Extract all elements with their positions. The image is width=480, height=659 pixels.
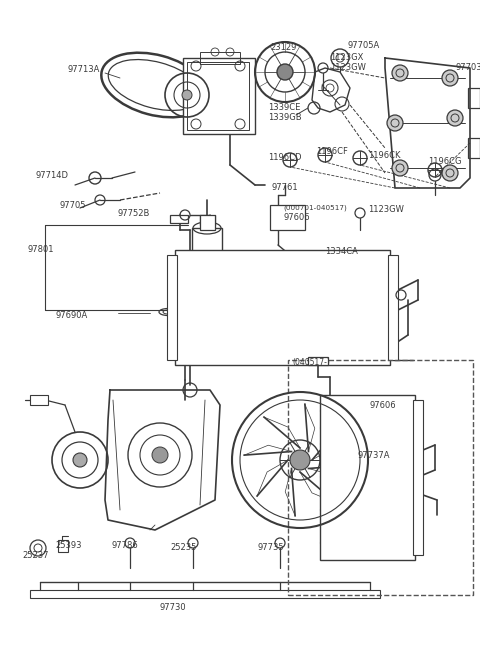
Text: 1196CF: 1196CF [316,148,348,156]
Text: 97735: 97735 [258,544,285,552]
Bar [187,62,249,130]
Text: 1123GW: 1123GW [368,206,404,214]
Circle shape [442,165,458,181]
Text: 1339CE: 1339CE [268,103,300,113]
Text: 1196CG: 1196CG [428,158,461,167]
Text: 97606: 97606 [283,214,310,223]
Text: 1123GW: 1123GW [330,63,366,71]
Circle shape [290,450,310,470]
Text: 97761: 97761 [272,183,299,192]
Text: 1123GX: 1123GX [330,53,363,61]
Bar [200,52,240,64]
Circle shape [152,447,168,463]
Bar [288,360,473,595]
Text: 97705A: 97705A [348,42,380,51]
Text: 23129: 23129 [270,43,296,53]
Bar [183,58,255,134]
Text: 97786: 97786 [112,540,139,550]
Circle shape [442,70,458,86]
Text: 97713A: 97713A [68,65,100,74]
Bar [167,255,177,360]
Bar [58,540,68,552]
Circle shape [447,110,463,126]
Bar [200,215,215,230]
Text: 97801: 97801 [28,246,55,254]
Polygon shape [185,60,250,130]
Text: 97730: 97730 [160,602,187,612]
Text: 1196CD: 1196CD [268,154,301,163]
Bar [192,228,222,313]
Bar [270,205,305,230]
Circle shape [73,453,87,467]
Text: 97703: 97703 [455,63,480,72]
Text: 1334CA: 1334CA [325,248,358,256]
Bar [468,138,480,158]
Bar [468,88,480,108]
Bar [388,255,398,360]
Bar [320,395,415,560]
Text: 1339GB: 1339GB [268,113,301,123]
Circle shape [392,65,408,81]
Text: (000701-040517): (000701-040517) [283,205,347,212]
Text: (040517-): (040517-) [292,358,330,368]
Circle shape [277,64,293,80]
Text: 97705: 97705 [60,200,86,210]
Text: 97606: 97606 [370,401,396,409]
Text: 97737A: 97737A [358,451,391,459]
Text: 97752B: 97752B [118,208,150,217]
Bar [30,395,48,405]
Bar [30,590,380,598]
Bar [175,250,390,365]
Text: 25393: 25393 [55,540,82,550]
Text: 1196CK: 1196CK [368,150,400,159]
Bar [308,357,328,365]
Circle shape [387,115,403,131]
Bar [170,215,188,223]
Circle shape [182,90,192,100]
Text: 25237: 25237 [22,550,48,559]
Text: 25235: 25235 [170,544,196,552]
Bar [413,400,423,555]
Text: 97690A: 97690A [55,310,87,320]
Text: 97714D: 97714D [35,171,68,179]
Circle shape [392,160,408,176]
